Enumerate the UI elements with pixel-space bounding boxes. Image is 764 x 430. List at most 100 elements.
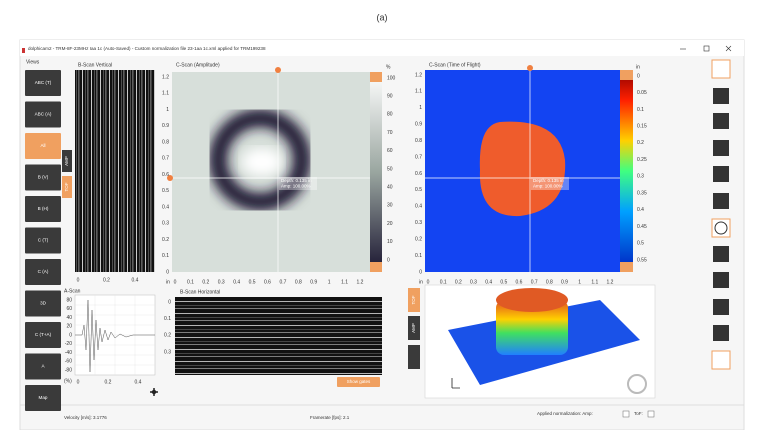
y-tick-label: 1.1 [162, 91, 169, 97]
x-tick-label: 1.2 [607, 279, 614, 285]
x-tick-label: 0 [77, 379, 80, 385]
mode-button-label: AMP [64, 156, 69, 166]
cursor-handle[interactable] [167, 175, 173, 181]
x-tick-label: 1.2 [357, 279, 364, 285]
axis-unit: in [166, 279, 170, 285]
y-tick-label: 1 [419, 105, 422, 111]
view-button[interactable] [25, 164, 61, 191]
x-tick-label: 0.2 [105, 379, 112, 385]
y-tick-label: 20 [66, 324, 72, 330]
view-button[interactable] [25, 322, 61, 348]
gate-handle[interactable] [370, 262, 382, 272]
gate-handle[interactable] [370, 72, 382, 82]
status-velocity: Velocity [m/s]: 3.1776 [64, 415, 107, 420]
y-tick-label: 0 [166, 269, 169, 275]
axis-unit: in [419, 279, 423, 285]
tool-button[interactable] [713, 193, 729, 209]
view-button[interactable] [25, 196, 61, 222]
tool-button[interactable] [711, 59, 731, 79]
caption: (a) [377, 12, 388, 22]
view-button-label: Map [39, 395, 48, 400]
view-button[interactable] [25, 259, 61, 285]
x-tick-label: 0 [77, 277, 80, 283]
close[interactable] [725, 45, 732, 52]
view-button[interactable] [25, 70, 61, 96]
view-button-label: ABC (T) [35, 80, 52, 85]
tool-button[interactable] [711, 350, 731, 370]
cursor-handle[interactable] [527, 65, 533, 71]
bscan-horizontal-image [175, 297, 382, 375]
mode-button[interactable] [62, 150, 72, 172]
checkbox[interactable] [622, 410, 630, 418]
mode-button[interactable] [62, 176, 72, 198]
view-button-label: C (T+A) [35, 332, 52, 337]
title-bar [20, 40, 744, 56]
axis-unit: (%) [64, 378, 72, 384]
show-gates-button[interactable] [337, 377, 380, 387]
y-tick-label: 0 [168, 299, 171, 305]
tool-button[interactable] [713, 246, 729, 262]
panel-title: B-Scan Vertical [78, 62, 112, 68]
view-button[interactable] [25, 290, 61, 317]
x-tick-label: 0.2 [103, 277, 110, 283]
checkbox[interactable] [647, 410, 655, 418]
view-button[interactable] [25, 133, 61, 159]
tool-button[interactable] [713, 166, 729, 182]
panel-title: B-Scan Horizontal [180, 289, 220, 295]
tool-button[interactable] [713, 299, 729, 315]
y-tick-label: -40 [65, 350, 72, 356]
x-tick-label: 0.4 [233, 279, 240, 285]
mode-button[interactable] [408, 288, 420, 312]
view-button[interactable] [25, 353, 61, 380]
panel-title: C-Scan (Time of Flight) [429, 62, 481, 68]
view-button[interactable] [25, 385, 61, 411]
view-button-label: C (T) [38, 238, 49, 243]
scale-tick-label: 0 [387, 257, 390, 263]
scale-tick-label: 20 [387, 221, 393, 227]
tool-button[interactable] [713, 325, 729, 341]
cursor-handle[interactable] [275, 67, 281, 73]
y-tick-label: 0.9 [162, 123, 169, 129]
y-tick-label: 0.2 [415, 236, 422, 242]
scale-tick-label: 30 [387, 203, 393, 209]
cursor-label: Amp: 100.00% [533, 184, 563, 189]
mode-button[interactable] [408, 345, 420, 369]
bscan-vertical-image [75, 70, 155, 272]
view-button-label: A [41, 364, 45, 369]
view-button-label: All [40, 143, 45, 148]
scale-tick-label: 0 [637, 73, 640, 79]
x-tick-label: 0.4 [135, 379, 142, 385]
status-framerate: Framerate [fps]: 2.1 [310, 415, 350, 420]
y-tick-label: 1.2 [162, 74, 169, 80]
x-tick-label: 0.8 [295, 279, 302, 285]
x-tick-label: 0.8 [546, 279, 553, 285]
scale-tick-label: 0.25 [637, 157, 647, 163]
x-tick-label: 1 [328, 279, 331, 285]
y-tick-label: -20 [65, 341, 72, 347]
tool-button[interactable] [713, 272, 729, 288]
y-tick-label: 0.5 [162, 188, 169, 194]
mode-button[interactable] [408, 316, 420, 340]
y-tick-label: 60 [66, 306, 72, 312]
x-tick-label: 1 [578, 279, 581, 285]
view-button[interactable] [25, 101, 61, 128]
view-button[interactable] [25, 227, 61, 254]
settings-icon[interactable] [150, 388, 158, 396]
y-tick-label: 80 [66, 297, 72, 303]
maximize[interactable] [703, 45, 710, 52]
view-button-label: 3D [40, 301, 47, 306]
gate-handle[interactable] [620, 262, 633, 272]
x-tick-label: 0.7 [531, 279, 538, 285]
tool-button[interactable] [713, 140, 729, 156]
scale-tick-label: 90 [387, 94, 393, 100]
gate-handle[interactable] [620, 70, 633, 80]
y-tick-label: 1.1 [415, 89, 422, 95]
orientation-widget[interactable] [627, 374, 647, 394]
app-icon [22, 48, 25, 53]
y-tick-label: 0.4 [162, 204, 169, 210]
y-tick-label: 40 [66, 315, 72, 321]
tool-button[interactable] [713, 88, 729, 104]
tool-button[interactable] [713, 113, 729, 129]
sidebar-title: Views [26, 59, 40, 65]
